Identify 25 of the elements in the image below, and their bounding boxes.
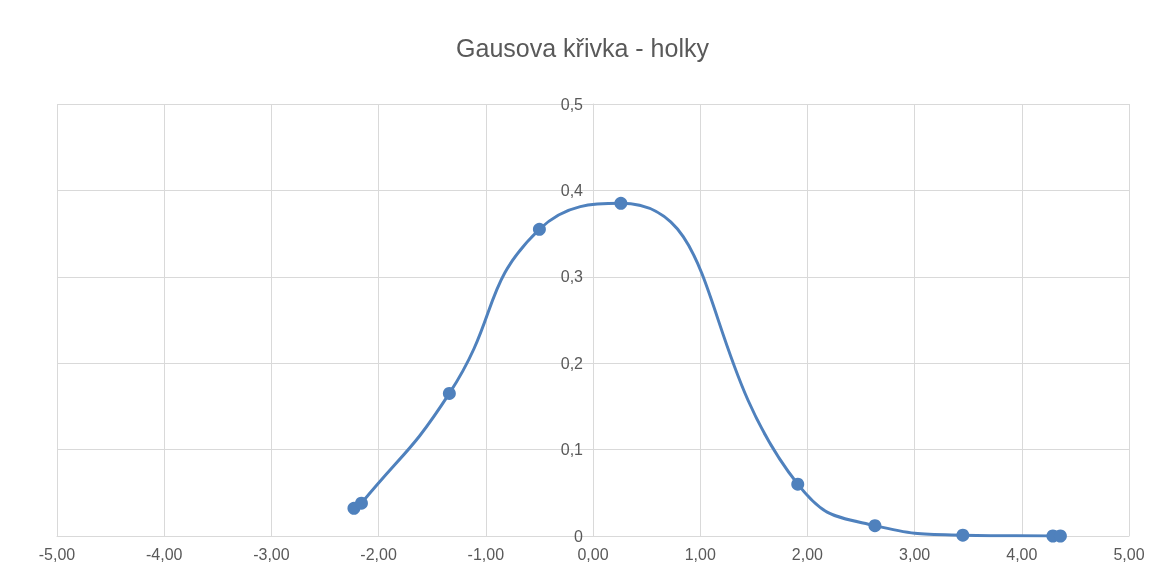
point [614, 196, 628, 210]
y-tick-label: 0,2 [560, 354, 584, 372]
x-tick-label: 4,00 [1006, 545, 1038, 563]
point [354, 496, 368, 510]
x-tick-label: -5,00 [38, 545, 76, 563]
y-tick-label: 0 [574, 527, 584, 545]
x-tick-label: 0,00 [577, 545, 609, 563]
x-tick-label: 3,00 [899, 545, 931, 563]
y-tick-label: 0,1 [560, 441, 584, 459]
x-tick-label: -1,00 [467, 545, 505, 563]
chart-title: Gausova křivka - holky [456, 33, 710, 62]
y-tick-label: 0,5 [560, 95, 584, 113]
point [956, 528, 970, 542]
point [532, 222, 546, 236]
x-tick-label: 1,00 [684, 545, 716, 563]
y-tick-label: 0,3 [560, 268, 584, 286]
point [442, 386, 456, 400]
x-tick-label: -3,00 [253, 545, 290, 563]
point [868, 519, 882, 533]
x-tick-label: 2,00 [791, 545, 824, 563]
y-tick-label: 0,4 [560, 181, 584, 199]
x-tick-label: 5,00 [1113, 545, 1145, 563]
point [791, 477, 805, 491]
x-tick-label: -2,00 [360, 545, 397, 563]
x-tick-label: -4,00 [145, 545, 183, 563]
